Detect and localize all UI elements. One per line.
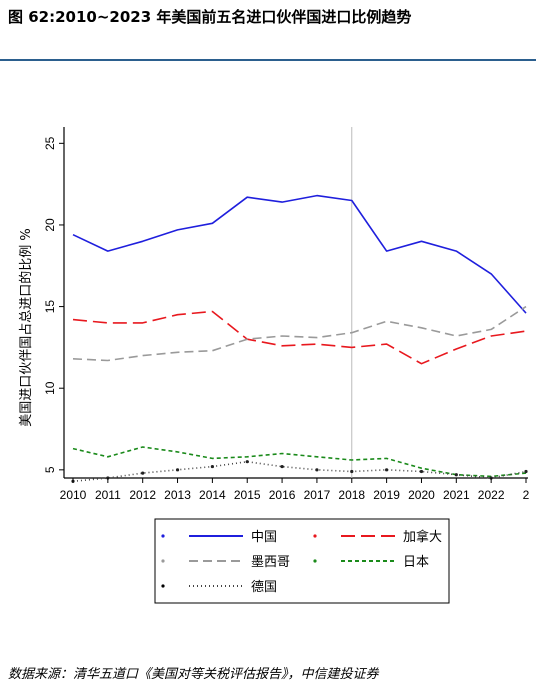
series-point — [350, 469, 354, 474]
series-point — [175, 468, 180, 472]
title-divider — [0, 59, 536, 61]
x-tick-label: 2010 — [60, 488, 87, 502]
y-tick-label: 15 — [43, 300, 57, 314]
series-point — [454, 473, 458, 477]
legend-marker — [161, 534, 165, 538]
series-point — [385, 468, 389, 472]
x-tick-label: 2022 — [478, 488, 505, 502]
legend-marker — [313, 559, 317, 563]
series-point — [245, 460, 249, 464]
x-tick-label: 2013 — [164, 488, 191, 502]
legend-label: 日本 — [403, 555, 429, 570]
y-tick-label: 25 — [43, 136, 57, 150]
series-point — [315, 468, 319, 472]
series-group — [71, 194, 528, 483]
x-tick-label: 2018 — [338, 488, 365, 502]
series-line-4 — [72, 460, 527, 483]
source-note: 数据来源：清华五道口《美国对等关税评估报告》，中信建投证券 — [8, 667, 379, 682]
x-tick-label: 2017 — [304, 488, 331, 502]
legend-label: 加拿大 — [403, 529, 442, 545]
series-point — [141, 471, 145, 475]
legend-label: 墨西哥 — [251, 555, 290, 570]
x-tick-label: 2021 — [443, 488, 470, 502]
y-axis-label: 美国进口伙伴国占总进口的比例 % — [18, 228, 34, 427]
x-tick-label: 2020 — [408, 488, 435, 502]
y-tick-label: 5 — [43, 466, 57, 473]
legend-marker — [161, 559, 165, 563]
x-tick-label: 2011 — [95, 488, 121, 502]
y-tick-label: 20 — [43, 218, 57, 232]
figure-title: 图 62:2010~2023 年美国前五名进口伙伴国进口比例趋势 — [8, 8, 412, 26]
series-point — [419, 469, 424, 474]
series-point — [210, 464, 214, 469]
series-point — [280, 464, 284, 469]
x-tick-label: 2014 — [199, 488, 226, 502]
series-line-0 — [72, 194, 527, 314]
series-line-2 — [72, 305, 527, 362]
x-tick-label: 2012 — [129, 488, 156, 502]
legend-label: 中国 — [251, 530, 277, 545]
y-tick-label: 10 — [43, 381, 57, 395]
series-line-3 — [72, 446, 527, 478]
x-tick-label: 2016 — [269, 488, 296, 502]
x-tick-label: 2 — [523, 488, 530, 502]
legend-marker — [161, 584, 165, 588]
legend-label: 德国 — [251, 580, 277, 595]
x-tick-label: 2019 — [373, 488, 400, 502]
axes-group: 5 10 15 20 25 2010 2011 2012 2013 2014 2015 2016 201… — [43, 136, 529, 502]
plot-frame — [63, 127, 528, 479]
series-point — [524, 469, 528, 474]
legend-marker — [313, 534, 317, 538]
x-tick-label: 2015 — [234, 488, 261, 502]
